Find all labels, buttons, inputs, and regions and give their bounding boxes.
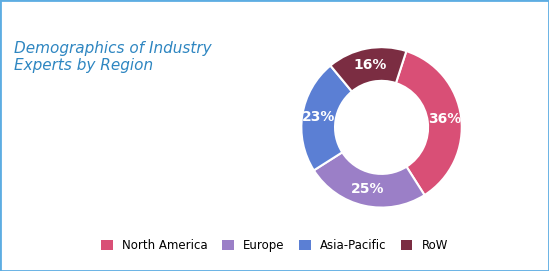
Wedge shape	[330, 47, 406, 92]
Legend: North America, Europe, Asia-Pacific, RoW: North America, Europe, Asia-Pacific, RoW	[96, 234, 453, 257]
Wedge shape	[301, 66, 352, 170]
Text: Demographics of Industry
Experts by Region: Demographics of Industry Experts by Regi…	[14, 41, 211, 73]
Text: 25%: 25%	[351, 182, 384, 196]
Wedge shape	[314, 152, 424, 208]
Wedge shape	[396, 51, 462, 195]
Text: 23%: 23%	[302, 111, 335, 124]
Text: 36%: 36%	[428, 112, 461, 127]
Text: 16%: 16%	[353, 58, 386, 72]
